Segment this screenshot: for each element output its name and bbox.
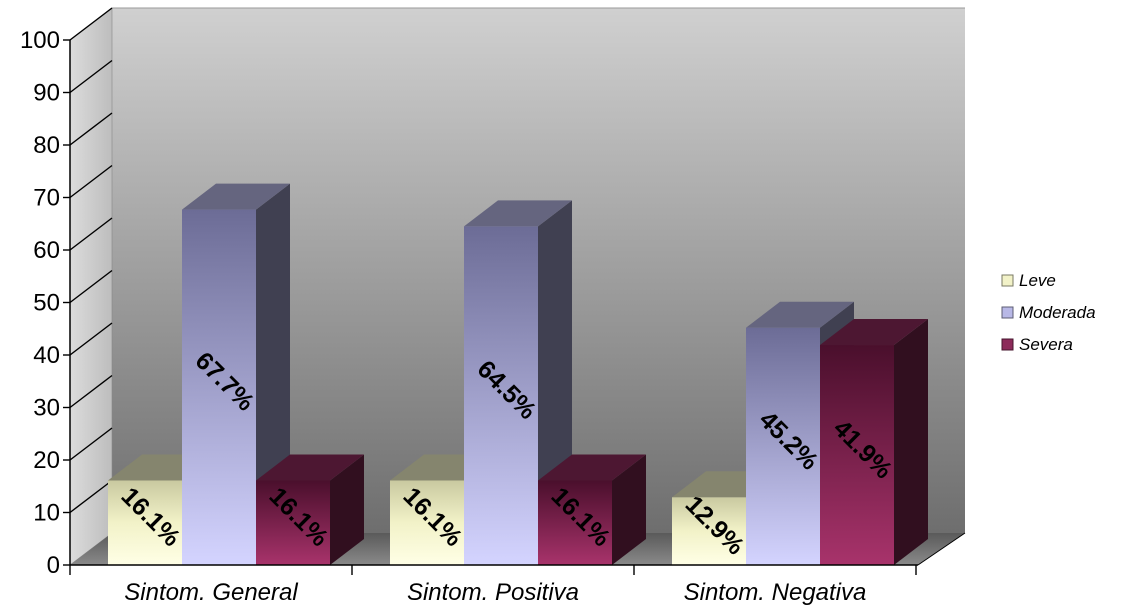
- gridline-side-80: [69, 112, 113, 146]
- bar-top-face: [746, 301, 854, 328]
- legend-swatch-severa: [1001, 338, 1014, 351]
- x-category-sintom-negativa: Sintom. Negativa: [684, 579, 867, 606]
- bar-severa-sintom-general: [256, 454, 364, 565]
- y-tick-label-40: 40: [33, 342, 60, 369]
- legend-label-leve: Leve: [1019, 271, 1056, 290]
- bar-front-face: [538, 480, 612, 565]
- bar-side-face: [894, 319, 928, 565]
- y-tick-label-80: 80: [33, 132, 60, 159]
- legend-label-moderada: Moderada: [1019, 303, 1096, 322]
- gridline-side-50: [69, 269, 113, 304]
- y-tick-label-100: 100: [20, 27, 60, 54]
- y-tick-label-50: 50: [33, 290, 60, 317]
- gridline-side-70: [69, 164, 113, 199]
- bar-front-face: [746, 327, 820, 565]
- y-tick-label-30: 30: [33, 395, 60, 422]
- y-axis-ticks: 0 10 20 30 40 50 60 70 80 90 100: [20, 27, 70, 579]
- legend-swatch-leve: [1001, 274, 1014, 287]
- gridline-side-10: [69, 479, 113, 514]
- y-tick-label-60: 60: [33, 237, 60, 264]
- x-category-sintom-general: Sintom. General: [124, 579, 298, 606]
- bar-moderada-sintom-positiva: [464, 200, 572, 565]
- bar-top-face: [538, 454, 646, 481]
- bar-front-face: [108, 480, 182, 565]
- y-tick-label-0: 0: [47, 552, 60, 579]
- legend: Leve Moderada Severa: [1001, 271, 1096, 354]
- gridline-side-90: [69, 59, 113, 94]
- bar-severa-sintom-positiva: [538, 454, 646, 565]
- bars: [108, 183, 928, 565]
- y-tick-label-10: 10: [33, 500, 60, 527]
- floor-front-edge: [917, 532, 966, 566]
- bar-front-face: [820, 345, 894, 565]
- x-category-sintom-positiva: Sintom. Positiva: [407, 579, 579, 606]
- legend-label-severa: Severa: [1019, 335, 1073, 354]
- gridline-side-30: [69, 374, 113, 409]
- bar-side-face: [612, 454, 646, 565]
- gridline-side-100: [69, 7, 113, 41]
- gridline-side-20: [69, 427, 113, 461]
- bar-front-face: [256, 480, 330, 565]
- gridline-side-60: [69, 217, 113, 251]
- x-axis-categories: Sintom. General Sintom. Positiva Sintom. N…: [69, 565, 917, 606]
- y-tick-label-70: 70: [33, 185, 60, 212]
- bar-front-face: [672, 497, 746, 565]
- bar-top-face: [464, 200, 572, 227]
- y-tick-label-20: 20: [33, 447, 60, 474]
- bar-severa-sintom-negativa: [820, 319, 928, 565]
- bar-top-face: [256, 454, 364, 481]
- legend-swatch-moderada: [1001, 306, 1014, 319]
- bar-top-face: [182, 183, 290, 210]
- bar-top-face: [820, 319, 928, 346]
- bar-front-face: [182, 209, 256, 565]
- bar-front-face: [390, 480, 464, 565]
- bar-front-face: [464, 226, 538, 565]
- bar-side-face: [330, 454, 364, 565]
- gridline-side-40: [69, 322, 113, 356]
- gridlines: [69, 7, 113, 514]
- y-tick-label-90: 90: [33, 80, 60, 107]
